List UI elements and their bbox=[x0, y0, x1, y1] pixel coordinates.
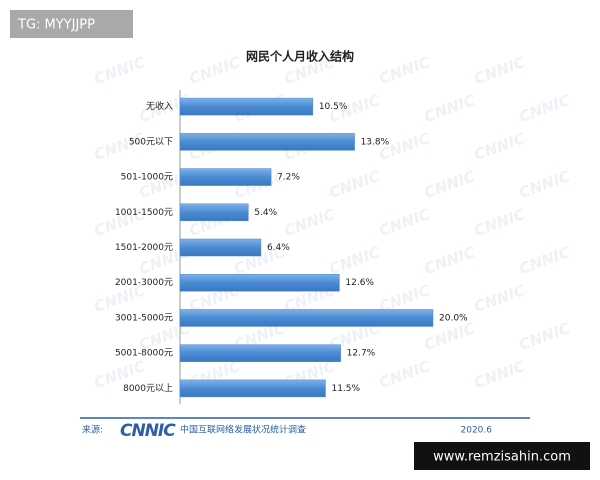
value-label: 12.7% bbox=[347, 349, 376, 359]
watermark: CNNIC bbox=[517, 319, 573, 354]
bar bbox=[179, 379, 326, 398]
source-logo: CNNIC bbox=[120, 421, 176, 441]
y-tick-label: 3001-5000元 bbox=[115, 313, 173, 323]
watermark: CNNIC bbox=[472, 53, 528, 88]
y-tick-label: 501-1000元 bbox=[121, 173, 173, 183]
value-label: 13.8% bbox=[361, 137, 390, 147]
y-tick-label: 2001-3000元 bbox=[115, 278, 173, 288]
y-tick-label: 无收入 bbox=[146, 100, 173, 112]
value-label: 6.4% bbox=[267, 243, 290, 253]
watermark: CNNIC bbox=[377, 53, 433, 88]
bar bbox=[179, 203, 249, 222]
watermark: CNNIC bbox=[282, 205, 338, 240]
value-label: 5.4% bbox=[254, 208, 277, 218]
value-label: 11.5% bbox=[331, 384, 360, 394]
watermark: CNNIC bbox=[422, 167, 478, 202]
y-tick-label: 500元以下 bbox=[129, 137, 173, 147]
watermark: CNNIC bbox=[517, 91, 573, 126]
watermark: CNNIC bbox=[377, 357, 433, 392]
y-tick-label: 1501-2000元 bbox=[115, 243, 173, 253]
watermark: CNNIC bbox=[327, 243, 383, 278]
bar bbox=[179, 133, 355, 151]
watermark: CNNIC bbox=[472, 357, 528, 392]
bar bbox=[179, 168, 272, 186]
y-tick-label: 8000元以上 bbox=[123, 383, 173, 394]
bar bbox=[179, 273, 340, 292]
watermark: CNNIC bbox=[422, 91, 478, 126]
watermark: CNNIC bbox=[517, 167, 573, 202]
tag-text: TG: MYYJJPP bbox=[17, 18, 95, 33]
y-tick-label: 5001-8000元 bbox=[115, 349, 173, 359]
watermark: CNNIC bbox=[327, 167, 383, 202]
value-label: 10.5% bbox=[319, 102, 348, 112]
tag-box bbox=[10, 10, 133, 38]
watermark: CNNIC bbox=[422, 243, 478, 278]
watermark: CNNIC bbox=[472, 281, 528, 316]
value-label: 12.6% bbox=[345, 278, 374, 288]
watermark: CNNIC bbox=[517, 243, 573, 278]
value-label: 7.2% bbox=[277, 173, 300, 183]
watermark: CNNIC bbox=[377, 205, 433, 240]
site-box bbox=[414, 442, 590, 470]
bar bbox=[179, 309, 434, 327]
watermark: CNNIC bbox=[472, 205, 528, 240]
bar bbox=[179, 238, 262, 257]
y-tick-label: 1001-1500元 bbox=[115, 208, 173, 218]
date: 2020.6 bbox=[461, 426, 493, 436]
source-label: 来源: bbox=[82, 425, 103, 436]
watermark: CNNIC bbox=[472, 129, 528, 164]
bar bbox=[179, 344, 341, 362]
value-label: 20.0% bbox=[439, 313, 468, 323]
watermark: CNNIC bbox=[187, 53, 243, 88]
chart-title: 网民个人月收入结构 bbox=[246, 49, 354, 64]
site-text: www.remzisahin.com bbox=[433, 450, 571, 465]
source-name: 中国互联网络发展状况统计调查 bbox=[180, 424, 306, 436]
bar bbox=[179, 97, 314, 116]
watermark: CNNIC bbox=[92, 53, 148, 88]
